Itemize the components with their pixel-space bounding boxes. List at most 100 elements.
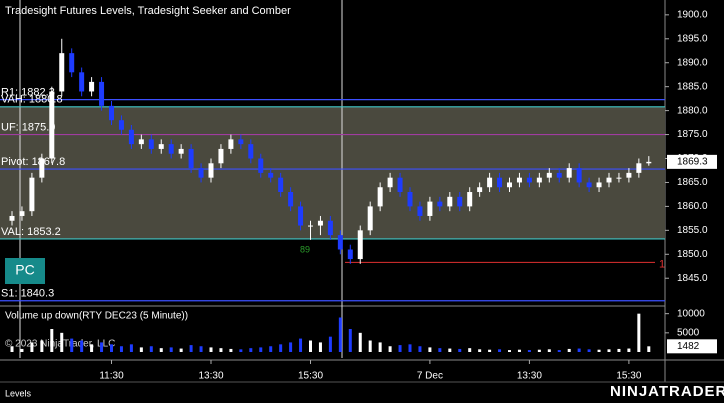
volume-bar xyxy=(169,347,173,352)
candle-body xyxy=(59,53,65,92)
candle-body xyxy=(79,72,85,92)
y-tick-label: 1885.0 xyxy=(677,81,708,92)
volume-bar xyxy=(229,348,233,352)
volume-bar xyxy=(129,344,133,352)
candle-body xyxy=(337,235,343,250)
candle-body xyxy=(308,225,313,227)
volume-bar xyxy=(637,313,641,352)
candle-body xyxy=(387,177,393,188)
candle-body xyxy=(357,230,363,260)
candle-body xyxy=(198,168,204,178)
y-tick-label: 1900.0 xyxy=(677,9,708,20)
candle-body xyxy=(69,53,75,73)
level-label: S1: 1840.3 xyxy=(1,288,54,300)
volume-bar xyxy=(647,346,651,352)
candle-body xyxy=(417,206,423,216)
volume-bar xyxy=(219,348,223,352)
volume-bar xyxy=(40,340,44,352)
candle-body xyxy=(9,215,15,221)
volume-bar xyxy=(309,340,312,352)
candle-body xyxy=(606,177,612,183)
candle-body xyxy=(646,161,652,164)
volume-bar xyxy=(189,345,193,352)
volume-bar xyxy=(547,349,551,352)
last-volume-box xyxy=(667,339,717,354)
volume-bar xyxy=(418,346,422,352)
volume-bar xyxy=(627,348,631,352)
candle-body xyxy=(556,172,562,178)
volume-bar xyxy=(468,348,472,352)
volume-bar xyxy=(269,346,273,352)
candle-body xyxy=(218,148,224,164)
v-tick-label: 5000 xyxy=(677,327,700,338)
candle-body xyxy=(298,206,304,226)
y-tick-label: 1895.0 xyxy=(677,33,708,44)
candle-body xyxy=(526,177,532,183)
volume-bar xyxy=(408,344,412,352)
candle-body xyxy=(377,187,383,207)
candle-body xyxy=(89,81,95,92)
value-area xyxy=(0,106,665,239)
volume-bar xyxy=(378,342,382,352)
candle-body xyxy=(288,192,294,207)
candle-body xyxy=(238,139,244,145)
candle-body xyxy=(128,129,134,145)
candle-body xyxy=(208,163,214,178)
last-price-box xyxy=(667,154,717,169)
volume-bar xyxy=(119,346,123,352)
volume-bar xyxy=(577,348,581,352)
candle-body xyxy=(616,177,622,179)
candle-body xyxy=(626,172,632,178)
volume-bar xyxy=(100,342,104,352)
annotation: 89 xyxy=(300,244,310,254)
volume-bar xyxy=(517,349,521,352)
candle-body xyxy=(487,177,493,188)
volume-bar xyxy=(617,348,621,352)
candle-body xyxy=(109,105,114,121)
candle-body xyxy=(178,148,184,154)
x-tick-label: 7 Dec xyxy=(417,371,443,382)
volume-bar xyxy=(388,346,392,352)
volume-bar xyxy=(159,348,163,352)
level-label: R1: 1882.3 xyxy=(1,87,55,99)
volume-bar xyxy=(488,349,492,352)
volume-bar xyxy=(80,340,84,352)
candle-body xyxy=(516,177,522,183)
tab[interactable]: Levels xyxy=(5,388,32,398)
volume-bar xyxy=(478,349,482,352)
candle-body xyxy=(118,120,124,130)
x-tick-label: 13:30 xyxy=(198,371,223,382)
last-price-label: 1869.3 xyxy=(677,156,708,167)
volume-bar xyxy=(10,346,14,352)
volume-title: Volume up down(RTY DEC23 (5 Minute)) xyxy=(5,311,188,322)
volume-bar xyxy=(70,338,74,352)
candle-body xyxy=(507,182,512,188)
volume-bar xyxy=(179,348,183,352)
volume-bar xyxy=(30,342,34,352)
candle-body xyxy=(467,192,473,207)
candle-body xyxy=(536,177,542,183)
x-tick-label: 15:30 xyxy=(298,371,323,382)
volume-bar xyxy=(149,346,153,352)
candle-body xyxy=(148,139,154,149)
volume-bar xyxy=(428,347,432,352)
volume-bar xyxy=(328,336,332,352)
volume-bar xyxy=(90,344,94,352)
candle-body xyxy=(427,201,433,216)
badge-box[interactable] xyxy=(5,258,45,284)
volume-bar xyxy=(567,348,571,352)
candle-body xyxy=(188,148,194,169)
volume-bar xyxy=(50,329,54,352)
volume-bar xyxy=(358,332,362,352)
y-tick-label: 1845.0 xyxy=(677,273,708,284)
candle-body xyxy=(29,177,35,212)
volume-bar xyxy=(527,350,531,352)
volume-bar xyxy=(597,349,601,352)
candle-body xyxy=(566,168,572,178)
volume-bar xyxy=(348,329,352,352)
candle-body xyxy=(447,196,453,207)
badge[interactable]: PC xyxy=(15,262,34,278)
candle-body xyxy=(586,182,592,188)
candle-body xyxy=(327,220,333,236)
